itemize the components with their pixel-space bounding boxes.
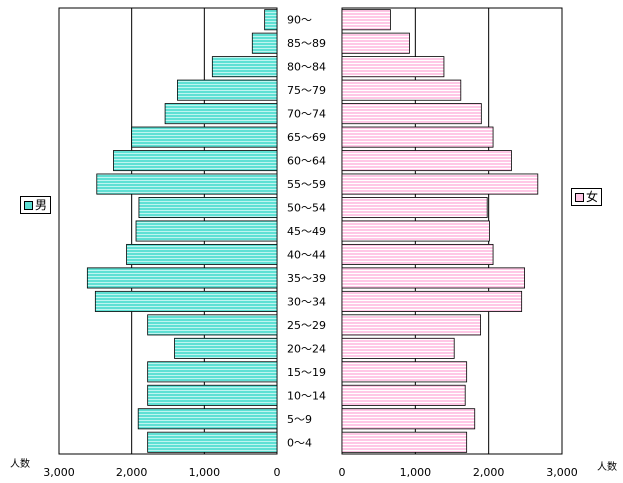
female-bar	[341, 361, 468, 383]
male-bar	[137, 408, 278, 430]
male-bar	[177, 79, 278, 101]
male-bar	[113, 150, 278, 172]
female-bar	[341, 173, 539, 195]
male-bar	[174, 337, 278, 359]
age-category-label: 0～4	[287, 436, 312, 449]
legend-male: 男	[20, 196, 52, 214]
age-category-label: 65～69	[287, 131, 326, 144]
x-axis-label-left: 人数	[10, 459, 30, 470]
x-tick-label: 0	[339, 466, 346, 479]
male-bar	[264, 9, 278, 31]
age-category-label: 75～79	[287, 84, 326, 97]
female-bar	[341, 79, 462, 101]
female-bar	[341, 431, 468, 453]
male-bar	[147, 431, 278, 453]
legend-female-label: 女	[586, 190, 599, 204]
x-tick-label: 0	[274, 466, 281, 479]
male-bar	[147, 314, 278, 336]
age-category-label: 55～59	[287, 178, 326, 191]
age-category-label: 10～14	[287, 389, 326, 402]
female-bar	[341, 126, 494, 148]
female-bar	[341, 9, 391, 31]
age-category-label: 80～84	[287, 61, 326, 74]
male-bar	[96, 173, 278, 195]
x-tick-label: 1,000	[400, 466, 432, 479]
age-category-label: 45～49	[287, 225, 326, 238]
x-axis-tick-labels: 3,000 2,000 1,000 0 0 1,000 2,000 3,000	[43, 466, 578, 479]
age-category-label: 85～89	[287, 37, 326, 50]
x-tick-label: 3,000	[546, 466, 578, 479]
x-tick-label: 3,000	[43, 466, 75, 479]
female-bar	[341, 197, 488, 219]
age-category-label: 60～64	[287, 155, 326, 168]
age-category-label: 15～19	[287, 366, 326, 379]
male-bar	[164, 103, 278, 125]
legend-male-label: 男	[35, 198, 48, 212]
male-bars	[86, 9, 278, 453]
male-bar	[131, 126, 278, 148]
female-bar	[341, 150, 512, 172]
male-bar	[94, 290, 278, 312]
legend-male-swatch	[24, 200, 33, 210]
female-bar	[341, 103, 482, 125]
age-category-label: 30～34	[287, 295, 326, 308]
male-bar	[147, 361, 278, 383]
x-tick-label: 1,000	[189, 466, 221, 479]
male-bar	[86, 267, 278, 289]
age-category-label: 50～54	[287, 202, 326, 215]
age-category-label: 20～24	[287, 342, 326, 355]
age-category-label: 25～29	[287, 319, 326, 332]
female-bar	[341, 56, 445, 78]
age-category-label: 40～44	[287, 248, 326, 261]
male-bar	[251, 32, 278, 54]
female-bar	[341, 267, 526, 289]
legend-female: 女	[571, 188, 603, 206]
female-bars	[341, 9, 539, 453]
female-bar	[341, 220, 490, 242]
male-bar	[135, 220, 278, 242]
age-category-label: 5～9	[287, 413, 312, 426]
male-bar	[126, 243, 278, 265]
female-bar	[341, 408, 476, 430]
x-tick-label: 2,000	[116, 466, 148, 479]
age-category-label: 90～	[287, 14, 312, 27]
female-bar	[341, 32, 410, 54]
age-category-label: 35～39	[287, 272, 326, 285]
female-bar	[341, 243, 494, 265]
female-bar	[341, 290, 523, 312]
female-bar	[341, 384, 466, 406]
female-bar	[341, 337, 455, 359]
x-axis-label-right: 人数	[597, 462, 617, 473]
x-tick-label: 2,000	[473, 466, 505, 479]
age-category-labels: 0～4 5～9 10～14 15～19 20～24 25～29 30～34 35～39 40～4…	[287, 14, 326, 450]
legend-female-swatch	[575, 192, 584, 202]
male-bar	[138, 197, 278, 219]
male-bar	[211, 56, 278, 78]
female-bar	[341, 314, 482, 336]
age-category-label: 70～74	[287, 108, 326, 121]
male-bar	[147, 384, 278, 406]
